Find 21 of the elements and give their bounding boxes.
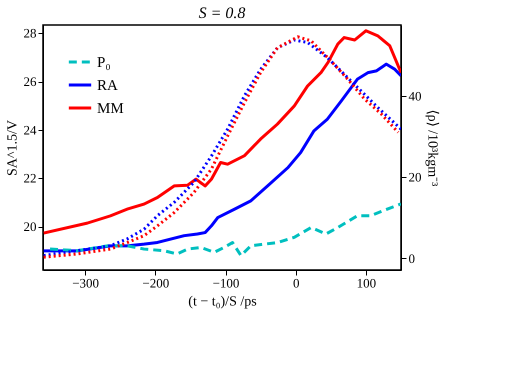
x-tick-label: −300 — [72, 276, 100, 290]
y-axis-title: SA^1.5/V — [6, 120, 20, 176]
y-tick-label: 20 — [24, 219, 36, 234]
x-tick-label: 0 — [292, 276, 300, 290]
x-tick-label: −200 — [142, 276, 170, 290]
x-tick-label: −100 — [212, 276, 240, 290]
line-series — [48, 202, 401, 258]
legend-label: P₀ — [97, 55, 111, 71]
y-tick-label: 24 — [24, 122, 37, 138]
legend-label: RA — [97, 78, 118, 94]
x-axis-title: (t − t₀)/S /ps — [188, 294, 257, 310]
x-tick-label: 100 — [356, 276, 376, 290]
y2-tick-label: 0 — [408, 250, 415, 266]
y2-tick-label: 20 — [408, 170, 422, 185]
y-tick-label: 26 — [24, 74, 37, 90]
y2-tick-label: 40 — [408, 88, 422, 104]
legend-label: MM — [97, 101, 124, 117]
y2-axis-title: ⟨ρ⟩ /10³kgm⁻³ — [424, 110, 440, 186]
chart-title: S = 0.8 — [198, 5, 246, 22]
y-tick-label: 22 — [24, 170, 36, 186]
y-tick-label: 28 — [24, 26, 36, 41]
